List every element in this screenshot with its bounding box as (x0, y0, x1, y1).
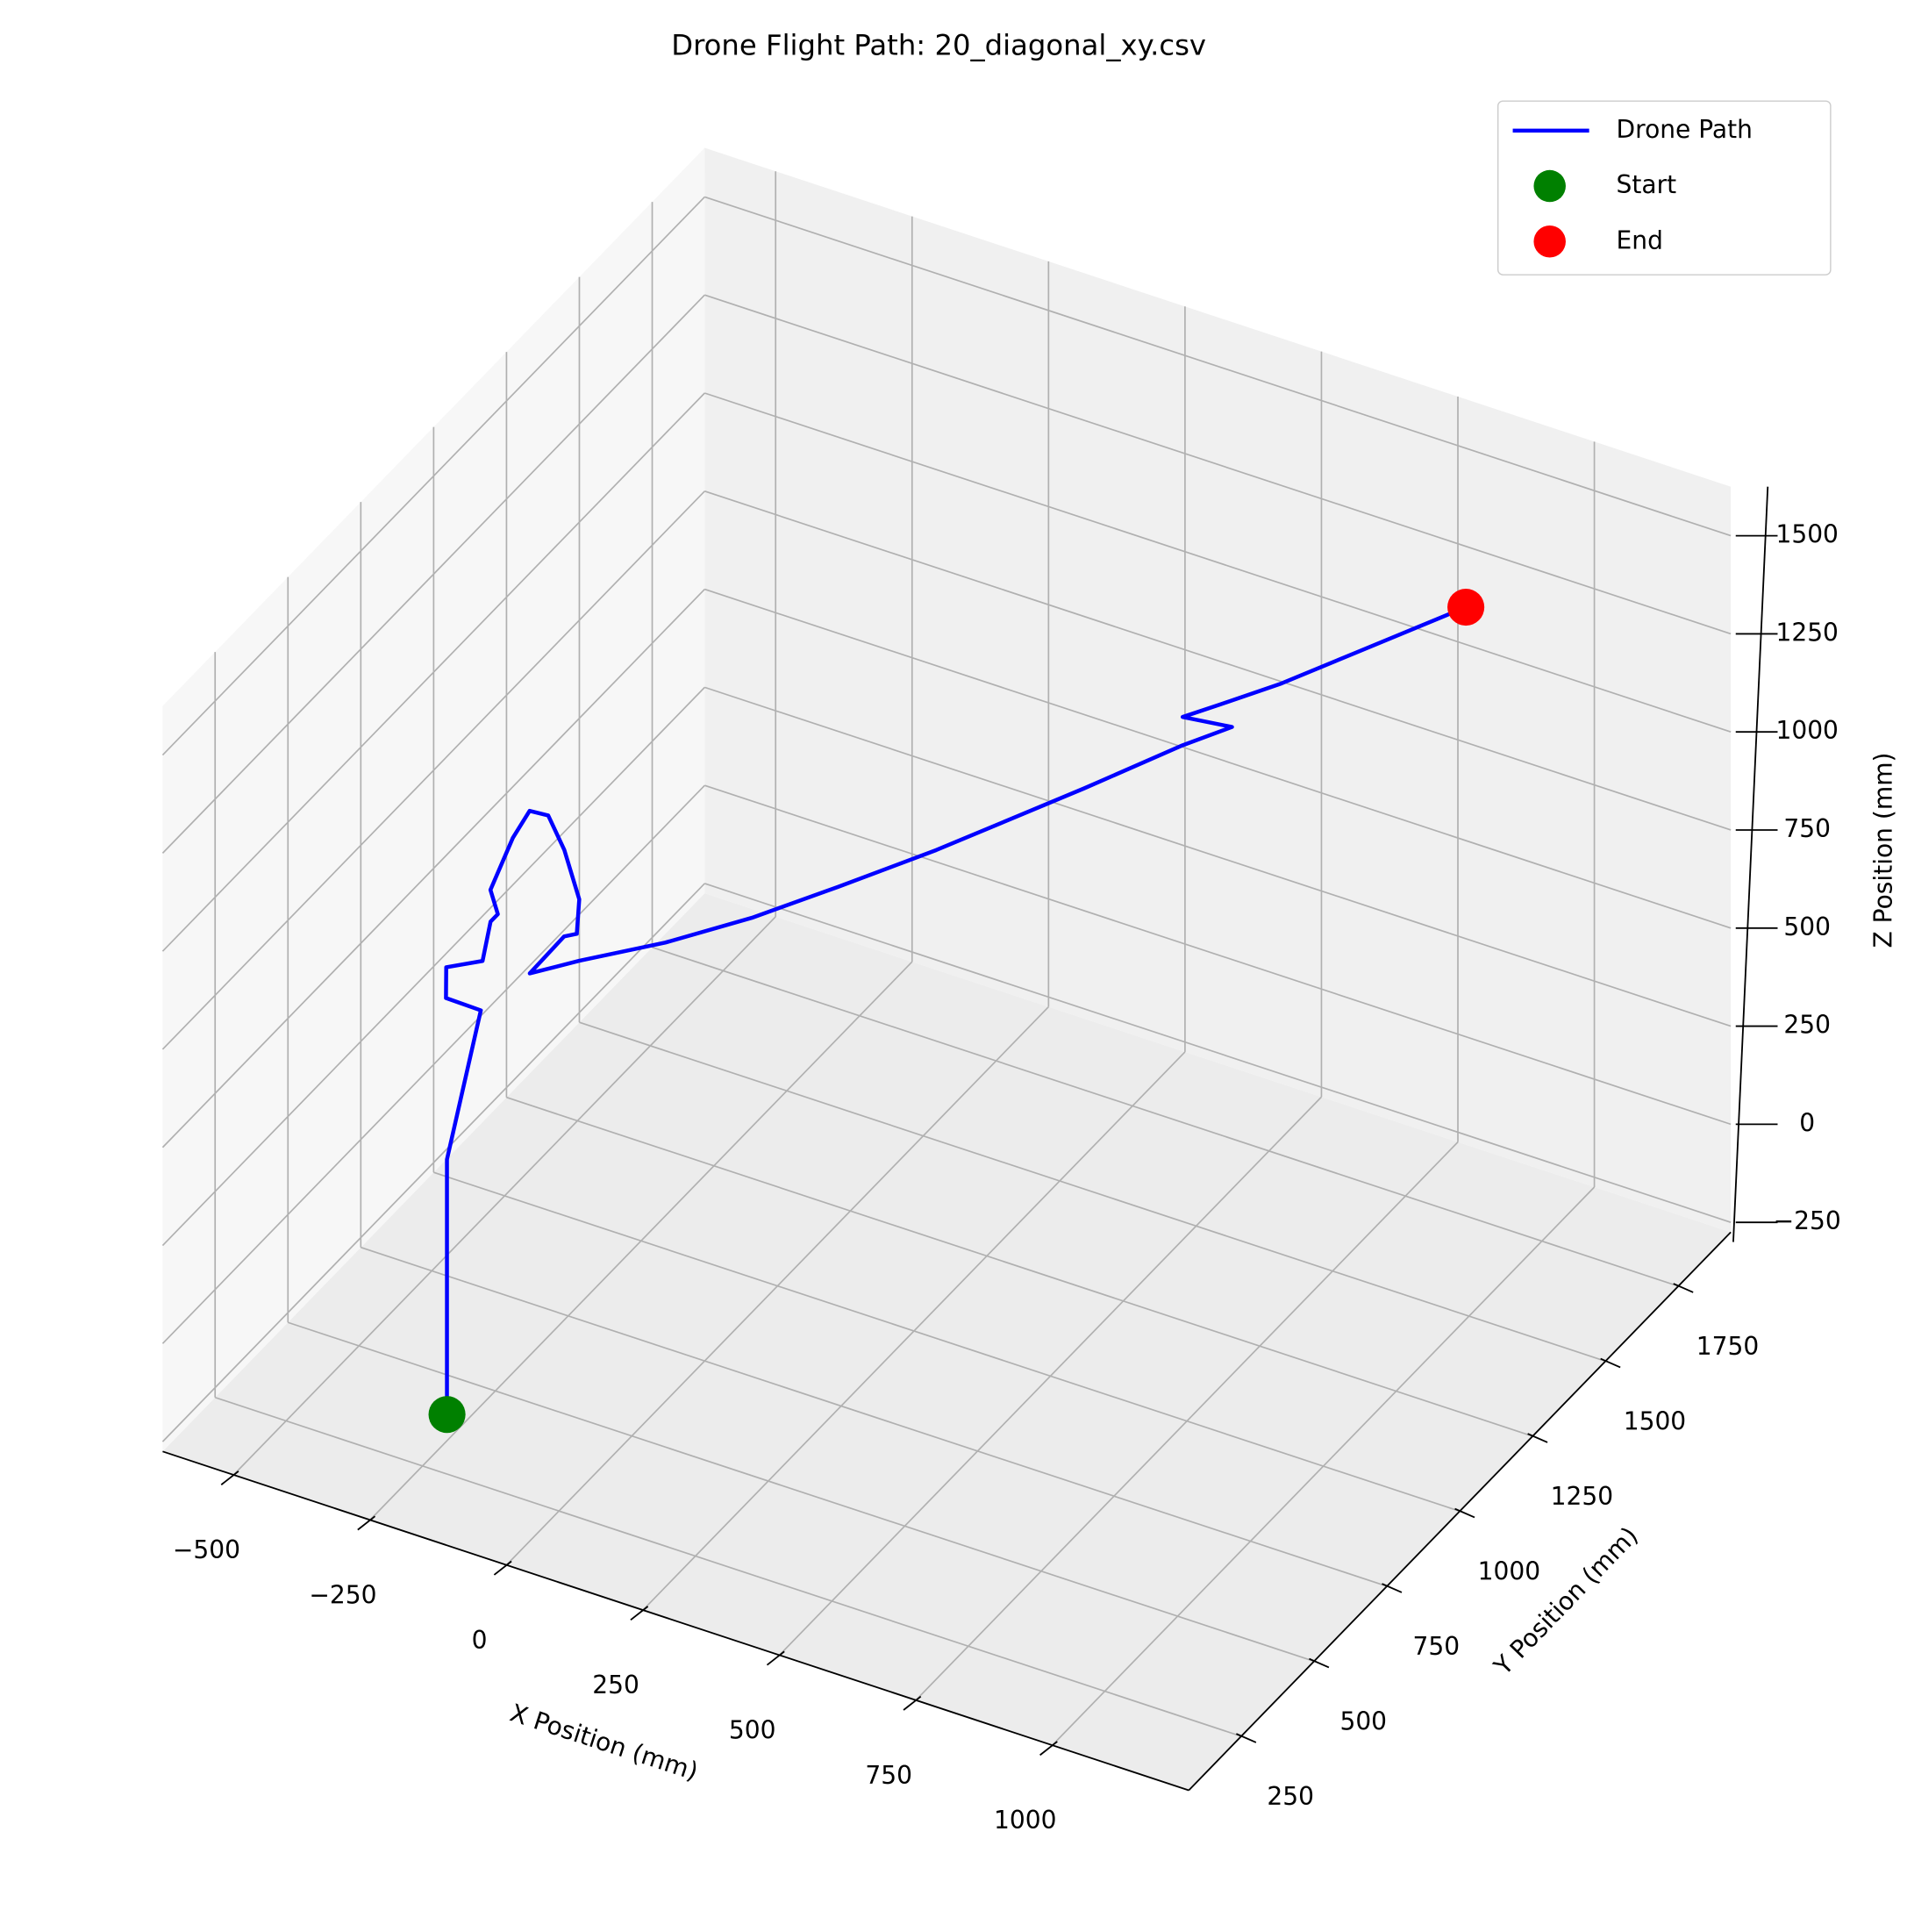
y-tick (1527, 1433, 1548, 1443)
x-tick (766, 1650, 785, 1666)
grid-line (704, 883, 1732, 1223)
grid-line (161, 490, 705, 1050)
x-tick (903, 1695, 922, 1711)
grid-line (161, 784, 705, 1344)
x-tick (1039, 1741, 1058, 1757)
y-tick (1673, 1283, 1694, 1293)
legend-label: Drone Path (1617, 115, 1753, 144)
grid-line (704, 588, 1732, 929)
flight-path (444, 605, 1467, 1415)
x-tick-label: −500 (173, 1535, 240, 1564)
x-tick (220, 1470, 239, 1485)
y-tick (1382, 1583, 1403, 1593)
x-tick (630, 1606, 649, 1621)
y-tick-label: 500 (1339, 1707, 1387, 1736)
grid-line (161, 686, 705, 1247)
x-tick-label: 750 (865, 1761, 912, 1790)
grid-line (704, 784, 1732, 1126)
y-tick-label: 250 (1267, 1782, 1314, 1811)
grid-line (161, 589, 705, 1148)
grid-line (704, 392, 1732, 733)
grid-line (506, 1096, 1533, 1437)
z-tick-label: 750 (1783, 814, 1831, 843)
grid-line (214, 1396, 1242, 1737)
y-tick-label: 1500 (1624, 1407, 1686, 1436)
y-tick (1309, 1657, 1330, 1669)
marker (428, 1396, 466, 1434)
grid-line (704, 294, 1732, 635)
legend-marker (1533, 169, 1566, 203)
z-axis-line (1732, 486, 1769, 1242)
grid-line (652, 946, 1679, 1287)
y-axis-label: Y Position (mm) (1488, 1521, 1644, 1682)
grid-line (161, 294, 705, 854)
z-tick-label: 0 (1799, 1108, 1815, 1137)
grid-line (433, 1171, 1461, 1513)
legend-box (1497, 100, 1832, 275)
legend-label: End (1617, 225, 1663, 254)
x-tick-label: −250 (309, 1580, 376, 1609)
z-tick-label: 1000 (1775, 716, 1838, 745)
grid-line (161, 392, 705, 952)
y-tick (1454, 1507, 1475, 1519)
legend-label: Start (1617, 170, 1677, 199)
z-tick-label: 1250 (1775, 618, 1838, 647)
y-tick-label: 1750 (1696, 1332, 1759, 1361)
x-tick-label: 500 (729, 1716, 776, 1745)
z-tick-label: −250 (1774, 1206, 1841, 1235)
grid-line (704, 490, 1732, 831)
y-tick (1600, 1357, 1621, 1369)
grid-line (579, 1021, 1606, 1363)
x-axis-label: X Position (mm) (506, 1699, 701, 1786)
grid-line (161, 883, 705, 1442)
x-tick (357, 1515, 376, 1531)
y-tick (1236, 1733, 1257, 1743)
x-tick (493, 1560, 512, 1576)
y-axis-line (1188, 1231, 1732, 1792)
z-axis-label: Z Position (mm) (1869, 752, 1898, 948)
chart-title: Drone Flight Path: 20_diagonal_xy.csv (671, 28, 1206, 61)
x-tick-label: 0 (472, 1626, 488, 1655)
x-tick-label: 1000 (994, 1806, 1056, 1835)
grid-line (361, 1246, 1388, 1587)
legend-marker (1533, 225, 1566, 258)
x-axis-line (162, 1450, 1189, 1792)
back-pane (704, 147, 1732, 1233)
y-tick-label: 1000 (1478, 1557, 1540, 1586)
marker (1447, 588, 1485, 626)
z-tick-label: 250 (1783, 1011, 1831, 1040)
y-tick-label: 1250 (1551, 1482, 1613, 1511)
x-tick-label: 250 (592, 1671, 639, 1699)
grid-line (161, 196, 705, 756)
z-tick-label: 1500 (1775, 520, 1838, 549)
grid-line (704, 196, 1732, 537)
grid-line (704, 686, 1732, 1027)
z-tick-label: 500 (1783, 912, 1831, 941)
grid-line (288, 1321, 1315, 1663)
y-tick-label: 750 (1413, 1632, 1461, 1661)
